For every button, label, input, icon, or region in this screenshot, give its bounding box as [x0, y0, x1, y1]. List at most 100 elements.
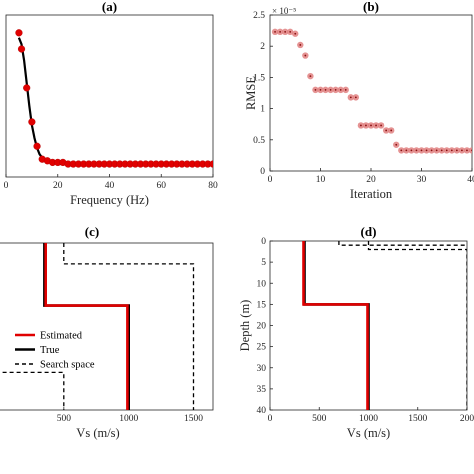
data-point-center — [349, 96, 352, 99]
series-line-search-space — [0, 371, 65, 410]
data-point — [33, 142, 41, 150]
chart-title-d: (d) — [361, 224, 377, 239]
data-point-center — [430, 149, 433, 152]
data-point-center — [334, 88, 337, 91]
legend-label: True — [40, 345, 60, 356]
y-axis-exponent: × 10⁻⁵ — [272, 6, 296, 16]
y-tick-label: 20 — [257, 322, 267, 332]
data-point-center — [314, 88, 317, 91]
data-point-center — [375, 124, 377, 127]
chart-title-b: (b) — [363, 0, 379, 14]
data-point-center — [329, 88, 332, 91]
x-tick-label: 20 — [366, 175, 376, 185]
data-point-center — [319, 88, 322, 91]
data-point-center — [425, 149, 428, 152]
x-tick-label: 60 — [157, 181, 167, 191]
y-tick-label: 30 — [257, 364, 267, 374]
data-point-center — [435, 149, 438, 152]
y-tick-label: 15 — [257, 300, 267, 310]
x-tick-label: 40 — [467, 175, 474, 185]
data-point — [209, 160, 213, 168]
data-point — [468, 147, 472, 154]
data-point-center — [344, 88, 347, 91]
data-point-center — [304, 54, 307, 57]
data-point-center — [339, 88, 342, 91]
series-line-true — [43, 243, 130, 410]
x-axis-label: Iteration — [350, 187, 393, 201]
data-point-center — [324, 88, 327, 91]
data-point-center — [279, 30, 281, 33]
data-point-center — [466, 149, 468, 152]
data-point-center — [440, 149, 443, 152]
x-tick-label: 1000 — [359, 414, 378, 424]
x-tick-label: 0 — [268, 414, 273, 424]
y-axis-label: Depth (m) — [238, 300, 252, 352]
series-line-search-space — [63, 243, 195, 410]
x-tick-label: 1500 — [184, 414, 203, 424]
data-point-center — [370, 124, 372, 127]
chart-title-c: (c) — [85, 224, 99, 239]
data-point-center — [274, 30, 276, 33]
data-point-center — [410, 149, 413, 152]
x-tick-label: 200 — [460, 414, 474, 424]
data-point-center — [445, 149, 448, 152]
y-tick-label: 5 — [261, 258, 266, 268]
y-tick-label: 0.5 — [253, 136, 265, 146]
data-point-center — [450, 149, 453, 152]
x-axis-label: Frequency (Hz) — [70, 193, 149, 207]
x-tick-label: 0 — [4, 181, 9, 191]
legend-label: Search space — [40, 360, 95, 371]
y-tick-label: 0 — [260, 167, 265, 177]
data-point-center — [365, 124, 367, 127]
fit-line — [17, 37, 213, 166]
x-tick-label: 10 — [316, 175, 326, 185]
series-line-search-space — [367, 241, 467, 410]
data-point-center — [461, 149, 463, 152]
series-line-true — [303, 241, 370, 410]
y-tick-label: 40 — [257, 406, 267, 416]
data-point — [17, 45, 26, 53]
data-point-center — [294, 32, 297, 35]
x-tick-label: 40 — [105, 181, 115, 191]
y-tick-label: 2.5 — [253, 11, 265, 21]
data-point-center — [395, 143, 398, 146]
data-point-center — [380, 124, 382, 127]
data-point — [15, 29, 23, 37]
data-point-center — [471, 149, 472, 152]
data-point-center — [405, 149, 408, 152]
data-point — [23, 84, 31, 92]
plot-frame-a — [5, 14, 214, 178]
x-tick-label: 80 — [208, 181, 218, 191]
y-tick-label: 25 — [257, 343, 267, 353]
data-point-center — [415, 149, 418, 152]
chart-title-a: (a) — [102, 0, 117, 14]
y-tick-label: 35 — [257, 385, 267, 395]
data-point-center — [400, 149, 403, 152]
data-point — [28, 118, 36, 126]
data-point-center — [289, 30, 292, 33]
y-tick-label: 1.5 — [253, 73, 265, 83]
series-line-estimated — [44, 243, 129, 410]
data-point-center — [284, 30, 287, 33]
y-axis-label: RMSE — [244, 76, 258, 110]
series-line-search-space — [338, 241, 467, 246]
y-tick-label: 0 — [261, 237, 266, 247]
plot-frame-c — [0, 242, 214, 411]
data-point-center — [360, 124, 362, 127]
y-tick-label: 10 — [257, 279, 267, 289]
x-tick-label: 500 — [57, 414, 72, 424]
x-tick-label: 30 — [417, 175, 427, 185]
y-tick-label: 2 — [260, 42, 265, 52]
data-point-center — [309, 75, 312, 78]
data-point-center — [385, 129, 388, 132]
x-axis-label: Vs (m/s) — [76, 426, 119, 440]
data-point-center — [420, 149, 423, 152]
y-tick-label: 1 — [260, 105, 265, 115]
x-tick-label: 1000 — [119, 414, 138, 424]
x-tick-label: 20 — [53, 181, 63, 191]
plot-area-d — [302, 241, 467, 410]
data-point-center — [390, 129, 393, 132]
x-axis-label: Vs (m/s) — [347, 426, 390, 440]
plot-area-a — [15, 29, 213, 168]
